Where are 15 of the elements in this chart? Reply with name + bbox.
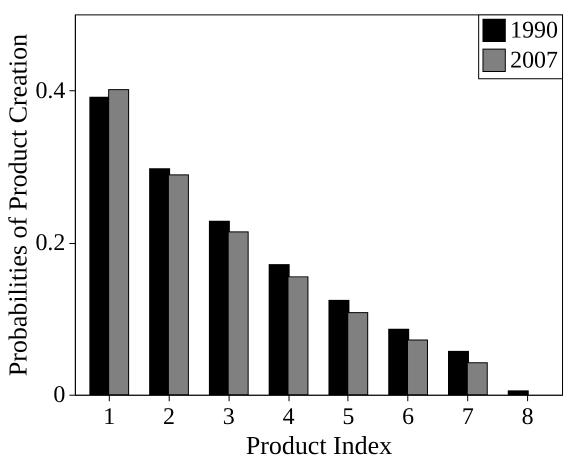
y-axis-title: Probabilities of Product Creation: [3, 34, 32, 376]
x-axis-title: Product Index: [246, 431, 392, 460]
x-tick-label: 2: [163, 404, 175, 430]
x-tick-label: 6: [402, 404, 414, 430]
x-tick-label: 4: [282, 404, 295, 430]
y-tick-label: 0.4: [35, 78, 66, 104]
legend-label: 2007: [510, 47, 558, 74]
x-tick-label: 7: [462, 404, 474, 430]
y-tick-label: 0: [53, 382, 66, 408]
x-tick-label: 1: [103, 404, 116, 430]
x-tick-label: 8: [522, 404, 534, 430]
y-tick-label: 0.2: [35, 230, 66, 256]
legend-label: 1990: [510, 17, 558, 44]
x-tick-label: 3: [222, 404, 235, 430]
x-tick-label: 5: [342, 404, 354, 430]
